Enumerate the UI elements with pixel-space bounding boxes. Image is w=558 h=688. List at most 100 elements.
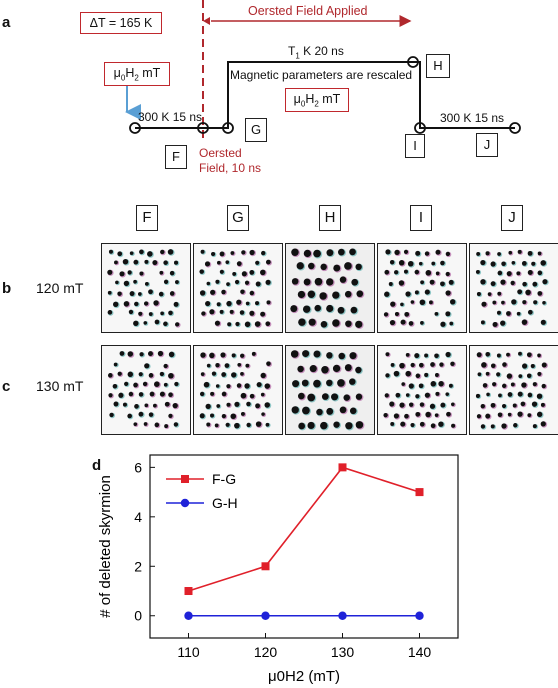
- skyrmion-dot: [400, 421, 406, 427]
- skyrmion-dot: [532, 424, 537, 429]
- field-box-mid: μ0H2 mT: [285, 88, 349, 112]
- skyrmion-dot: [506, 311, 511, 316]
- skyrmion-dot: [410, 422, 415, 428]
- skyrmion-dot: [168, 413, 173, 419]
- skyrmion-dot: [261, 250, 266, 256]
- skyrmion-dot: [415, 373, 421, 379]
- point-label-j: J: [476, 133, 498, 157]
- skyrmion-dot: [451, 402, 455, 407]
- skyrmion-dot: [167, 249, 174, 255]
- skyrmion-dot: [349, 378, 356, 385]
- skyrmion-dot: [339, 406, 347, 414]
- skyrmion-dot: [107, 290, 112, 295]
- data-point-g-h: [261, 611, 270, 620]
- skyrmion-dot: [113, 301, 119, 308]
- skyrmion-dot: [343, 394, 350, 401]
- skyrmion-dot: [221, 391, 227, 397]
- skyrmion-dot: [231, 372, 237, 378]
- skyrmion-dot: [219, 309, 224, 314]
- skyrmion-dot: [290, 350, 299, 358]
- skyrmion-dot: [236, 299, 242, 305]
- rescaled-label: Magnetic parameters are rescaled: [230, 68, 413, 82]
- skyrmion-dot: [149, 391, 155, 397]
- skyrmion-dot: [168, 392, 173, 398]
- skyrmion-dot: [240, 392, 247, 399]
- skyrmion-dot: [527, 413, 532, 418]
- skyrmion-dot: [216, 260, 221, 265]
- skyrmion-dot: [147, 251, 153, 257]
- point-label-f: F: [165, 145, 187, 169]
- data-point-f-g: [338, 463, 347, 472]
- series-line-f-g: [188, 466, 420, 592]
- skyrmion-dot: [133, 259, 139, 265]
- skyrmion-dot: [450, 361, 455, 367]
- skyrmion-dot: [157, 350, 164, 357]
- point-i-marker: [414, 122, 426, 134]
- skyrmion-dot: [333, 421, 340, 428]
- skyrmion-dot: [424, 372, 429, 377]
- skyrmion-dot: [158, 291, 164, 297]
- skyrmion-dot: [313, 249, 321, 258]
- skyrmion-dot: [211, 371, 217, 376]
- skyrmion-dot: [206, 363, 211, 368]
- skyrmion-dot: [435, 391, 440, 396]
- skyrmion-dot: [384, 291, 390, 297]
- skyrmion-dot: [160, 249, 165, 255]
- skyrmion-dot: [408, 321, 414, 326]
- skyrmion-dot: [307, 421, 315, 430]
- point-label-i: I: [405, 134, 425, 158]
- skyrmion-dot: [124, 381, 129, 387]
- skyrmion-dot: [445, 351, 451, 358]
- skyrmion-dot: [531, 261, 536, 266]
- plot-frame: [149, 454, 459, 639]
- panel-a-letter: a: [2, 14, 11, 31]
- skyrmion-dot: [143, 321, 148, 325]
- skyrmion-dot: [109, 412, 114, 418]
- skyrmion-dot: [129, 291, 135, 297]
- skyrmion-dot: [220, 352, 226, 358]
- skyrmion-dot: [333, 264, 341, 272]
- skyrmion-dot: [451, 423, 456, 428]
- skyrmion-dot: [338, 248, 345, 256]
- skyrmion-snapshot: [285, 243, 375, 333]
- skyrmion-dot: [108, 249, 113, 254]
- skyrmion-dot: [117, 371, 122, 376]
- skyrmion-dot: [225, 422, 230, 427]
- skyrmion-dot: [133, 279, 137, 284]
- skyrmion-dot: [235, 321, 240, 327]
- skyrmion-dot: [244, 280, 250, 285]
- skyrmion-dot: [133, 320, 139, 327]
- skyrmion-dot: [320, 421, 328, 430]
- skyrmion-dot: [199, 290, 206, 296]
- skyrmion-dot: [490, 402, 496, 408]
- skyrmion-dot: [225, 260, 230, 264]
- skyrmion-dot: [118, 392, 124, 398]
- skyrmion-dot: [532, 382, 537, 387]
- skyrmion-dot: [112, 383, 118, 389]
- skyrmion-dot: [244, 383, 250, 389]
- skyrmion-dot: [107, 269, 113, 275]
- skyrmion-dot: [394, 249, 400, 256]
- skyrmion-dot: [174, 381, 179, 387]
- skyrmion-dot: [512, 403, 517, 408]
- skyrmion-dot: [128, 391, 134, 397]
- skyrmion-dot: [501, 403, 507, 409]
- skyrmion-dot: [249, 290, 255, 296]
- skyrmion-dot: [234, 401, 240, 407]
- skyrmion-dot: [537, 251, 542, 256]
- skyrmion-dot: [490, 424, 495, 429]
- skyrmion-dot: [164, 401, 170, 407]
- skyrmion-dot: [530, 363, 535, 369]
- skyrmion-dot: [326, 304, 334, 313]
- skyrmion-dot: [119, 271, 125, 277]
- skyrmion-dot: [143, 301, 149, 306]
- skyrmion-dot: [385, 249, 391, 255]
- skyrmion-dot: [434, 373, 439, 377]
- skyrmion-dot: [210, 391, 215, 396]
- skyrmion-dot: [531, 401, 538, 407]
- skyrmion-dot: [199, 391, 205, 397]
- skyrmion-dot: [434, 311, 439, 316]
- skyrmion-dot: [307, 290, 316, 299]
- skyrmion-dot: [302, 350, 310, 358]
- skyrmion-dot: [429, 403, 436, 409]
